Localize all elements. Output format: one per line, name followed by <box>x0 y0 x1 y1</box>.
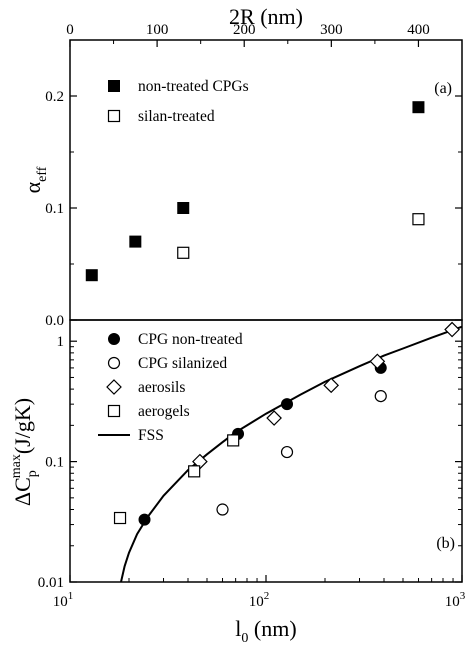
data-point-open-square <box>113 511 127 525</box>
legend-label: CPG silanized <box>138 355 227 372</box>
y-tick-label: 0.0 <box>45 313 64 329</box>
data-point-open-square <box>188 465 201 478</box>
panel-b-frame <box>69 319 463 583</box>
data-point-open-diamond <box>444 321 460 338</box>
panel-b-x-axis-title-sub: 0 <box>241 631 248 646</box>
data-point-filled-circle <box>281 398 294 411</box>
x-tick-label-exp: 3 <box>460 590 466 602</box>
panel-b-x-axis-title-unit: (nm) <box>248 616 296 641</box>
panel-a: 0 100 200 300 400 0.0 0.1 0.2 non-treated CPGs… <box>20 4 463 329</box>
panel-b-y-axis-title-sub: p <box>25 470 40 477</box>
data-point-open-circle <box>216 503 229 516</box>
legend-label: aerosils <box>138 379 185 396</box>
legend-label: silan-treated <box>138 108 215 125</box>
top-tick-label: 200 <box>233 22 256 38</box>
data-point-filled-square <box>177 202 190 214</box>
data-point-open-circle <box>280 445 294 459</box>
data-point-open-square <box>227 434 240 447</box>
legend-marker-filled-circle <box>108 333 120 345</box>
panel-a-y-ticks: 0.0 0.1 0.2 <box>45 39 462 329</box>
panel-b-points <box>113 321 460 526</box>
data-point-open-circle <box>374 389 387 403</box>
x-tick-label: 103 <box>445 590 466 610</box>
panel-b-legend: CPG non-treated CPG silanized aerosils aero… <box>98 331 243 444</box>
panel-a-top-ticks: 0 100 200 300 400 <box>66 22 430 47</box>
top-tick-label: 300 <box>320 22 343 38</box>
legend-marker-filled-square <box>108 80 120 92</box>
y-tick-label: 0.1 <box>45 201 64 217</box>
panel-b-y-axis-title-prefix: ΔC <box>10 477 35 506</box>
panel-b-x-axis-title: l0 (nm) <box>235 616 296 646</box>
panel-a-legend: non-treated CPGs silan-treated <box>107 78 249 125</box>
y-tick-label: 0.2 <box>45 89 64 105</box>
y-tick-label: 0.1 <box>45 455 64 471</box>
legend-label: CPG non-treated <box>138 331 243 348</box>
x-tick-label: 102 <box>249 590 270 610</box>
data-point-open-square <box>177 246 190 259</box>
legend-label: FSS <box>138 427 164 444</box>
x-tick-label-exp: 1 <box>68 590 74 602</box>
panel-b-y-axis-title-sup: max <box>9 454 24 478</box>
panel-a-label: (a) <box>434 80 452 97</box>
panel-a-y-axis-title-sub: eff <box>35 166 50 182</box>
panel-b-y-axis-title: ΔCpmax(J/gK) <box>9 398 40 506</box>
legend-marker-open-square <box>107 109 121 123</box>
data-point-filled-square <box>85 269 98 282</box>
data-point-open-square <box>412 213 425 226</box>
legend-label: aerogels <box>138 403 190 420</box>
legend-marker-open-circle <box>107 356 121 370</box>
top-tick-label: 100 <box>146 22 169 38</box>
panel-b-x-axis-title-main: l <box>235 616 241 641</box>
x-tick-label-base: 10 <box>249 594 264 610</box>
x-tick-label-base: 10 <box>53 594 68 610</box>
data-point-filled-square <box>412 101 425 114</box>
y-tick-label: 0.01 <box>38 575 64 591</box>
top-tick-label: 400 <box>407 22 430 38</box>
y-tick-label: 1 <box>57 334 65 350</box>
panel-b-label: (b) <box>436 535 455 552</box>
data-point-open-diamond <box>266 410 282 426</box>
panel-b-y-axis-title-unit: (J/gK) <box>10 398 35 454</box>
panel-a-frame <box>69 39 463 321</box>
legend-marker-open-square <box>107 404 121 418</box>
x-tick-label: 101 <box>53 590 74 610</box>
top-axis-title: 2R (nm) <box>229 4 303 29</box>
x-tick-label-base: 10 <box>445 594 460 610</box>
legend-label: non-treated CPGs <box>138 78 249 95</box>
panel-a-y-axis-title: αeff <box>20 166 50 193</box>
data-point-open-diamond <box>323 377 340 394</box>
data-point-filled-circle <box>138 513 151 526</box>
x-tick-label-exp: 2 <box>264 590 270 602</box>
panel-b-x-ticks: 101 102 103 <box>53 575 466 610</box>
panel-a-y-axis-title-main: α <box>20 181 45 193</box>
data-point-open-diamond <box>369 353 386 370</box>
data-point-filled-square <box>129 235 142 248</box>
legend-marker-open-diamond <box>106 379 122 395</box>
top-tick-label: 0 <box>66 22 74 38</box>
panel-b-y-ticks: 0.01 0.1 1 <box>38 334 462 591</box>
panel-a-points <box>85 101 425 282</box>
